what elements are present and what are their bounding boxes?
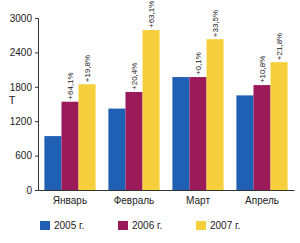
bar bbox=[172, 77, 189, 190]
bar bbox=[125, 92, 142, 190]
annotation: +0,1% bbox=[194, 52, 203, 75]
legend-swatch bbox=[118, 221, 128, 230]
bar bbox=[61, 102, 78, 190]
legend-item: 2006 г. bbox=[118, 220, 162, 231]
y-tick: 1200 bbox=[10, 116, 38, 127]
y-tick-mark bbox=[35, 156, 38, 157]
annotation: +33,5% bbox=[211, 10, 220, 37]
x-tick-label: Апрель bbox=[245, 195, 279, 206]
y-tick-mark bbox=[35, 18, 38, 19]
y-tick-label: 600 bbox=[15, 150, 32, 161]
bar-series bbox=[79, 30, 288, 190]
x-axis: Январь Февраль Март Апрель bbox=[39, 190, 295, 206]
bar bbox=[271, 62, 288, 190]
legend: 2005 г. 2006 г. 2007 г. bbox=[40, 220, 240, 231]
x-axis-line bbox=[39, 190, 295, 191]
legend-label: 2006 г. bbox=[132, 220, 162, 231]
legend-label: 2005 г. bbox=[54, 220, 84, 231]
annotation: +20,4% bbox=[130, 63, 139, 90]
bar bbox=[143, 30, 160, 190]
annotation: +10,8% bbox=[258, 56, 267, 83]
bar bbox=[79, 84, 96, 190]
y-tick-label: 3000 bbox=[10, 13, 33, 24]
y-axis-title: Т bbox=[9, 94, 16, 106]
annotation: +64,1% bbox=[66, 72, 75, 99]
y-tick-label: 2400 bbox=[10, 47, 33, 58]
y-tick-label: 0 bbox=[26, 185, 32, 196]
annotation: +21,8% bbox=[275, 33, 284, 60]
x-tick: Февраль bbox=[114, 190, 155, 206]
y-tick-label: 1200 bbox=[10, 116, 33, 127]
y-tick-mark bbox=[35, 121, 38, 122]
bar bbox=[207, 39, 224, 190]
y-tick-mark bbox=[35, 87, 38, 88]
bar bbox=[44, 136, 61, 190]
x-tick-label: Январь bbox=[53, 195, 87, 206]
annotation: +63,1% bbox=[147, 1, 156, 28]
y-tick: 0 bbox=[26, 185, 38, 196]
x-tick: Март bbox=[186, 190, 210, 206]
annotations: +64,1% +20,4% +0,1% +10,8% +19,8% +63,1% +33,5… bbox=[66, 1, 284, 100]
y-tick: 3000 bbox=[10, 13, 38, 24]
y-tick: 600 bbox=[15, 150, 38, 161]
annotation: +19,8% bbox=[83, 55, 92, 82]
legend-label: 2007 г. bbox=[210, 220, 240, 231]
bars bbox=[44, 30, 287, 190]
y-tick-mark bbox=[35, 190, 38, 191]
y-tick: 2400 bbox=[10, 47, 38, 58]
bar bbox=[108, 109, 125, 190]
bar bbox=[189, 77, 206, 190]
bar bbox=[253, 85, 270, 190]
x-tick-label: Март bbox=[186, 195, 210, 206]
x-tick: Апрель bbox=[245, 190, 279, 206]
legend-item: 2005 г. bbox=[40, 220, 84, 231]
y-tick-mark bbox=[35, 52, 38, 53]
legend-item: 2007 г. bbox=[196, 220, 240, 231]
bar-series bbox=[61, 77, 270, 190]
y-tick-label: 1800 bbox=[10, 82, 33, 93]
chart: +64,1% +20,4% +0,1% +10,8% +19,8% +63,1% +33,5… bbox=[0, 0, 300, 243]
legend-swatch bbox=[40, 221, 50, 230]
y-axis-line bbox=[35, 19, 39, 191]
bar bbox=[236, 95, 253, 190]
x-tick-label: Февраль bbox=[114, 195, 155, 206]
legend-swatch bbox=[196, 221, 206, 230]
x-tick: Январь bbox=[53, 190, 87, 206]
y-tick: 1800 bbox=[10, 82, 38, 93]
plot: +64,1% +20,4% +0,1% +10,8% +19,8% +63,1% +33,5… bbox=[10, 1, 295, 206]
